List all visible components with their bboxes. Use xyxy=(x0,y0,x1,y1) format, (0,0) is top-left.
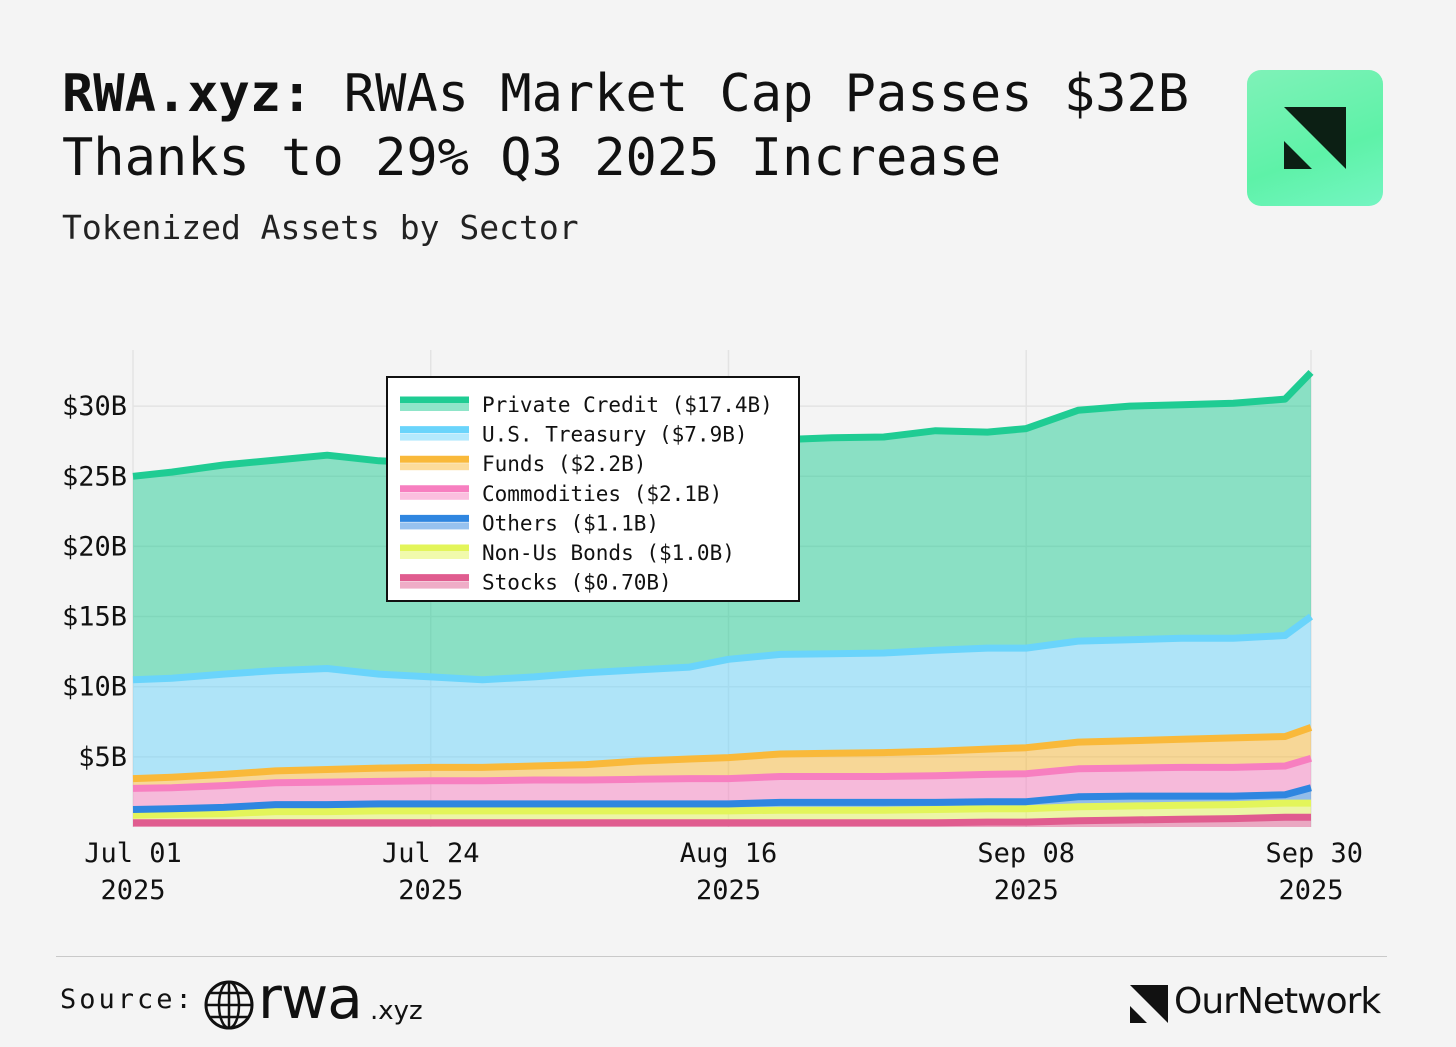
legend-label: Commodities ($2.1B) xyxy=(482,482,722,506)
rwa-logo-suffix: .xyz xyxy=(370,996,423,1026)
y-tick-label: $15B xyxy=(62,602,127,633)
line-stocks xyxy=(133,813,1311,827)
y-tick-label: $10B xyxy=(62,672,127,703)
area-u-s-treasury xyxy=(133,616,1311,779)
legend-swatch-fill xyxy=(400,463,469,471)
page-title: RWA.xyz: RWAs Market Cap Passes $32B Tha… xyxy=(62,62,1222,190)
y-tick-label: $5B xyxy=(78,742,127,773)
legend-label: Non-Us Bonds ($1.0B) xyxy=(482,541,735,565)
line-u-s-treasury xyxy=(132,613,1314,684)
legend-swatch-fill xyxy=(400,433,469,441)
x-tick-label: Aug 16 xyxy=(680,838,778,869)
legend-label: Others ($1.1B) xyxy=(482,511,659,535)
ournetwork-logo-badge xyxy=(1247,70,1383,206)
title-headline: RWAs Market Cap Passes $32B Thanks to 29… xyxy=(62,64,1190,188)
x-tick-label: Jul 24 xyxy=(382,838,480,869)
publisher-name: OurNetwork xyxy=(1174,981,1381,1022)
footer-divider xyxy=(56,956,1387,957)
area-commodities xyxy=(133,758,1311,810)
x-axis: Jul 01 2025 Jul 24 2025 Aug 16 2025 Sep 08 2025… xyxy=(84,838,1363,906)
x-tick-label: Sep 08 xyxy=(977,838,1075,869)
series-lines xyxy=(132,369,1314,827)
legend-swatch-fill xyxy=(400,404,469,411)
legend: Private Credit ($17.4B) U.S. Treasury ($7… xyxy=(386,376,800,602)
x-tick-year: 2025 xyxy=(696,875,761,906)
stacked-area-chart: $5B $10B $15B $20B $25B $30B Jul 01 2025 Jul 24… xyxy=(62,350,1363,906)
y-tick-label: $30B xyxy=(62,391,127,422)
y-tick-label: $25B xyxy=(62,461,127,492)
legend-label: U.S. Treasury ($7.9B) xyxy=(482,423,748,447)
title-source: RWA.xyz: xyxy=(62,64,313,124)
line-non-us-bonds xyxy=(132,799,1311,819)
x-tick-year: 2025 xyxy=(994,875,1059,906)
x-tick-label: Jul 01 xyxy=(84,838,182,869)
y-tick-label: $20B xyxy=(62,531,127,562)
x-tick-label: Sep 30 xyxy=(1265,838,1363,869)
legend-label: Funds ($2.2B) xyxy=(482,452,646,476)
legend-swatch-fill xyxy=(400,552,469,559)
globe-icon xyxy=(204,980,254,1030)
source-label: Source: xyxy=(60,984,195,1015)
legend-swatch-fill xyxy=(400,581,469,589)
chart-subtitle: Tokenized Assets by Sector xyxy=(62,208,579,247)
line-funds xyxy=(132,724,1313,783)
line-others xyxy=(132,784,1312,813)
x-tick-year: 2025 xyxy=(100,875,165,906)
ournetwork-logo-icon xyxy=(1284,107,1346,169)
legend-swatch-fill xyxy=(400,522,469,530)
legend-label: Stocks ($0.70B) xyxy=(482,571,672,595)
legend-swatch-fill xyxy=(400,492,469,500)
x-tick-year: 2025 xyxy=(398,875,463,906)
line-commodities xyxy=(132,754,1312,792)
y-axis: $5B $10B $15B $20B $25B $30B xyxy=(62,391,127,773)
legend-label: Private Credit ($17.4B) xyxy=(482,393,773,417)
ournetwork-mark-icon xyxy=(1130,985,1168,1023)
rwa-logo-text: rwa xyxy=(258,964,363,1032)
x-tick-year: 2025 xyxy=(1278,875,1343,906)
